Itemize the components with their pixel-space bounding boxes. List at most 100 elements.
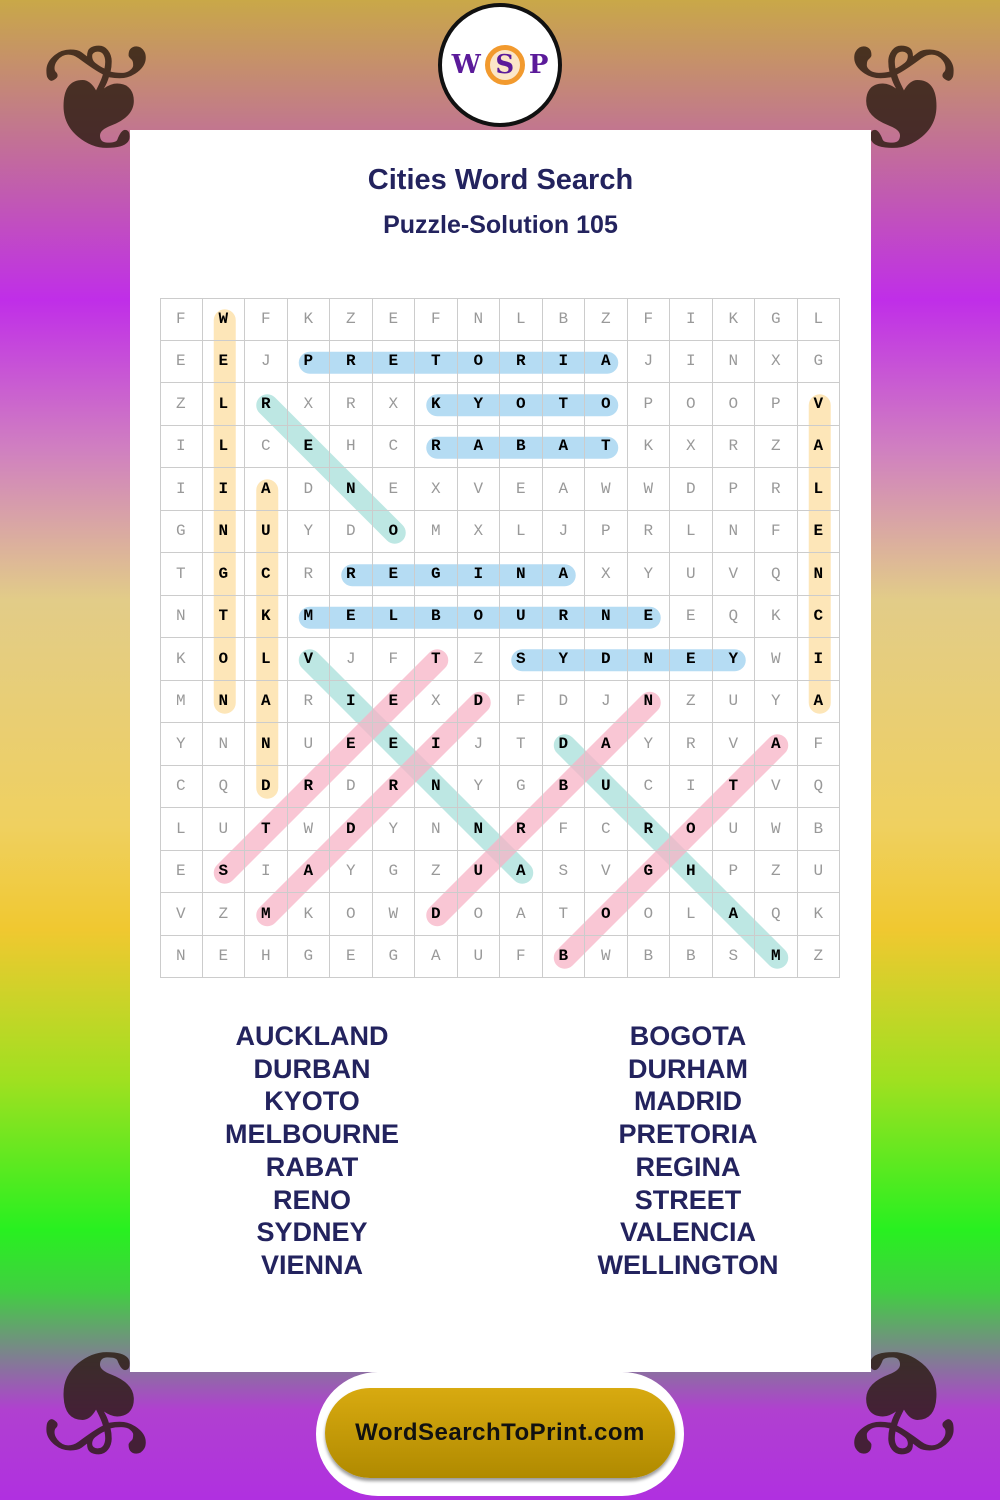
grid-cell[interactable]: I xyxy=(330,680,373,723)
grid-cell[interactable]: B xyxy=(500,425,543,468)
grid-cell[interactable]: Y xyxy=(372,808,415,851)
grid-cell[interactable]: D xyxy=(330,510,373,553)
grid-cell[interactable]: E xyxy=(627,595,670,638)
grid-cell[interactable]: L xyxy=(797,298,840,341)
grid-cell[interactable]: R xyxy=(330,553,373,596)
grid-cell[interactable]: T xyxy=(415,340,458,383)
grid-cell[interactable]: E xyxy=(287,425,330,468)
grid-cell[interactable]: T xyxy=(245,808,288,851)
grid-cell[interactable]: C xyxy=(160,765,203,808)
grid-cell[interactable]: Z xyxy=(330,298,373,341)
grid-cell[interactable]: K xyxy=(245,595,288,638)
grid-cell[interactable]: U xyxy=(670,553,713,596)
grid-cell[interactable]: N xyxy=(330,468,373,511)
grid-cell[interactable]: I xyxy=(670,298,713,341)
grid-cell[interactable]: Q xyxy=(755,893,798,936)
grid-cell[interactable]: J xyxy=(457,723,500,766)
grid-cell[interactable]: N xyxy=(457,808,500,851)
grid-cell[interactable]: N xyxy=(585,595,628,638)
grid-cell[interactable]: A xyxy=(415,935,458,978)
grid-cell[interactable]: E xyxy=(160,340,203,383)
grid-cell[interactable]: S xyxy=(712,935,755,978)
grid-cell[interactable]: D xyxy=(542,723,585,766)
grid-cell[interactable]: N xyxy=(245,723,288,766)
grid-cell[interactable]: D xyxy=(245,765,288,808)
grid-cell[interactable]: B xyxy=(542,298,585,341)
grid-cell[interactable]: W xyxy=(755,638,798,681)
grid-cell[interactable]: E xyxy=(372,340,415,383)
grid-cell[interactable]: V xyxy=(712,723,755,766)
grid-cell[interactable]: I xyxy=(202,468,245,511)
grid-cell[interactable]: W xyxy=(585,935,628,978)
grid-cell[interactable]: A xyxy=(797,425,840,468)
grid-cell[interactable]: L xyxy=(202,383,245,426)
grid-cell[interactable]: K xyxy=(287,893,330,936)
grid-cell[interactable]: T xyxy=(160,553,203,596)
grid-cell[interactable]: L xyxy=(245,638,288,681)
grid-cell[interactable]: R xyxy=(287,553,330,596)
grid-cell[interactable]: E xyxy=(372,298,415,341)
grid-cell[interactable]: Z xyxy=(755,850,798,893)
grid-cell[interactable]: Y xyxy=(712,638,755,681)
grid-cell[interactable]: U xyxy=(457,935,500,978)
grid-cell[interactable]: V xyxy=(457,468,500,511)
grid-cell[interactable]: V xyxy=(712,553,755,596)
grid-cell[interactable]: Z xyxy=(755,425,798,468)
grid-cell[interactable]: E xyxy=(670,595,713,638)
grid-cell[interactable]: B xyxy=(797,808,840,851)
grid-cell[interactable]: S xyxy=(202,850,245,893)
grid-cell[interactable]: H xyxy=(245,935,288,978)
grid-cell[interactable]: N xyxy=(712,510,755,553)
grid-cell[interactable]: L xyxy=(372,595,415,638)
grid-cell[interactable]: F xyxy=(160,298,203,341)
grid-cell[interactable]: F xyxy=(245,298,288,341)
grid-cell[interactable]: A xyxy=(287,850,330,893)
grid-cell[interactable]: Y xyxy=(627,553,670,596)
grid-cell[interactable]: E xyxy=(797,510,840,553)
grid-cell[interactable]: P xyxy=(287,340,330,383)
grid-cell[interactable]: A xyxy=(712,893,755,936)
grid-cell[interactable]: D xyxy=(457,680,500,723)
grid-cell[interactable]: D xyxy=(287,468,330,511)
grid-cell[interactable]: O xyxy=(202,638,245,681)
grid-cell[interactable]: G xyxy=(202,553,245,596)
grid-cell[interactable]: R xyxy=(542,595,585,638)
grid-cell[interactable]: E xyxy=(670,638,713,681)
grid-cell[interactable]: N xyxy=(797,553,840,596)
grid-cell[interactable]: A xyxy=(457,425,500,468)
grid-cell[interactable]: O xyxy=(712,383,755,426)
grid-cell[interactable]: O xyxy=(627,893,670,936)
grid-cell[interactable]: O xyxy=(670,808,713,851)
grid-cell[interactable]: Y xyxy=(542,638,585,681)
grid-cell[interactable]: F xyxy=(627,298,670,341)
grid-cell[interactable]: I xyxy=(542,340,585,383)
grid-cell[interactable]: D xyxy=(415,893,458,936)
grid-cell[interactable]: I xyxy=(670,340,713,383)
grid-cell[interactable]: N xyxy=(202,680,245,723)
grid-cell[interactable]: Y xyxy=(627,723,670,766)
grid-cell[interactable]: Q xyxy=(202,765,245,808)
grid-cell[interactable]: K xyxy=(712,298,755,341)
grid-cell[interactable]: A xyxy=(585,723,628,766)
grid-cell[interactable]: M xyxy=(415,510,458,553)
grid-cell[interactable]: G xyxy=(755,298,798,341)
grid-cell[interactable]: M xyxy=(287,595,330,638)
grid-cell[interactable]: R xyxy=(372,765,415,808)
grid-cell[interactable]: Y xyxy=(457,765,500,808)
grid-cell[interactable]: X xyxy=(670,425,713,468)
grid-cell[interactable]: V xyxy=(160,893,203,936)
grid-cell[interactable]: W xyxy=(372,893,415,936)
grid-cell[interactable]: L xyxy=(670,893,713,936)
grid-cell[interactable]: O xyxy=(330,893,373,936)
grid-cell[interactable]: C xyxy=(627,765,670,808)
grid-cell[interactable]: Z xyxy=(415,850,458,893)
grid-cell[interactable]: Z xyxy=(160,383,203,426)
grid-cell[interactable]: P xyxy=(755,383,798,426)
grid-cell[interactable]: D xyxy=(542,680,585,723)
grid-cell[interactable]: S xyxy=(542,850,585,893)
grid-cell[interactable]: A xyxy=(542,425,585,468)
grid-cell[interactable]: I xyxy=(457,553,500,596)
grid-cell[interactable]: J xyxy=(330,638,373,681)
grid-cell[interactable]: L xyxy=(670,510,713,553)
grid-cell[interactable]: L xyxy=(160,808,203,851)
